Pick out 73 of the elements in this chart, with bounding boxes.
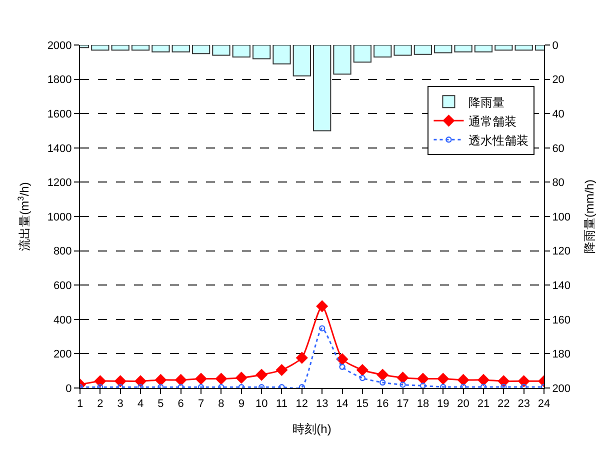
y2-tick-label: 80 [552, 177, 564, 190]
x-tick-label: 7 [198, 398, 204, 410]
y2-tick-label: 200 [552, 382, 571, 395]
y-tick-label: 0 [66, 382, 72, 395]
x-tick-label: 3 [117, 398, 124, 410]
bar [333, 45, 352, 75]
x-axis-title: 時刻(h) [292, 422, 332, 436]
bar [434, 45, 452, 54]
y-tick-label: 200 [53, 348, 72, 361]
y2-tick-label: 60 [552, 142, 564, 155]
y2-tick-label: 160 [552, 314, 571, 326]
y-tick-label: 1400 [47, 142, 72, 155]
y-tick-label: 400 [53, 314, 72, 326]
x-tick-label: 1 [76, 398, 84, 410]
bar [292, 45, 311, 76]
y-tick-label: 1200 [47, 177, 72, 190]
y-tick-label: 600 [53, 280, 72, 292]
legend-label: 降雨量 [468, 95, 505, 110]
x-tick-label: 23 [518, 398, 530, 410]
y2-tick-label: 20 [552, 74, 564, 86]
x-tick-label: 18 [416, 398, 430, 410]
x-tick-label: 6 [178, 398, 184, 410]
x-tick-label: 2 [97, 398, 104, 410]
x-tick-label: 10 [255, 398, 268, 410]
y-tick-label: 1000 [47, 211, 72, 224]
y-tick-label: 1600 [47, 108, 72, 120]
bar [474, 45, 493, 52]
y-tick-label: 800 [53, 246, 72, 258]
bar [232, 45, 250, 58]
bar [313, 45, 332, 132]
x-tick-label: 20 [457, 398, 470, 410]
x-tick-label: 21 [477, 398, 490, 410]
y2-tick-label: 100 [552, 211, 571, 224]
x-tick-label: 5 [158, 398, 164, 410]
x-tick-label: 15 [356, 398, 369, 410]
x-tick-label: 14 [336, 398, 348, 410]
bar [394, 45, 412, 56]
x-tick-label: 4 [137, 398, 144, 410]
x-tick-label: 24 [538, 398, 550, 410]
legend-label: 透水性舗装 [468, 133, 529, 148]
bar [172, 45, 190, 52]
bar [494, 45, 513, 51]
bar [212, 45, 230, 56]
y2-tick-label: 180 [552, 348, 571, 361]
x-tick-label: 19 [437, 398, 450, 410]
bar [91, 45, 110, 51]
bar [111, 45, 130, 51]
y2-tick-label: 140 [552, 280, 571, 292]
y-tick-label: 1800 [47, 74, 72, 86]
x-tick-label: 8 [218, 398, 224, 410]
bar [514, 45, 533, 51]
x-tick-label: 11 [276, 398, 288, 410]
bar [192, 45, 210, 54]
y2-axis-title: 降雨量(mm/h) [582, 180, 596, 254]
x-tick-label: 22 [498, 398, 510, 410]
bar [252, 45, 271, 60]
bar [272, 45, 291, 64]
y2-tick-label: 40 [552, 108, 564, 120]
bar [414, 45, 432, 55]
x-tick-label: 12 [296, 398, 308, 410]
x-tick-label: 17 [396, 398, 409, 410]
legend-label: 通常舗装 [468, 114, 517, 128]
bar [131, 45, 150, 51]
y-tick-label: 2000 [47, 40, 72, 52]
y2-tick-label: 0 [552, 40, 558, 52]
x-tick-label: 16 [376, 398, 389, 410]
x-tick-label: 9 [238, 398, 244, 410]
y2-tick-label: 120 [552, 246, 571, 258]
bar [353, 45, 372, 63]
bar [374, 45, 392, 58]
x-tick-label: 13 [316, 398, 328, 410]
bar [454, 45, 472, 52]
bar [152, 45, 170, 52]
